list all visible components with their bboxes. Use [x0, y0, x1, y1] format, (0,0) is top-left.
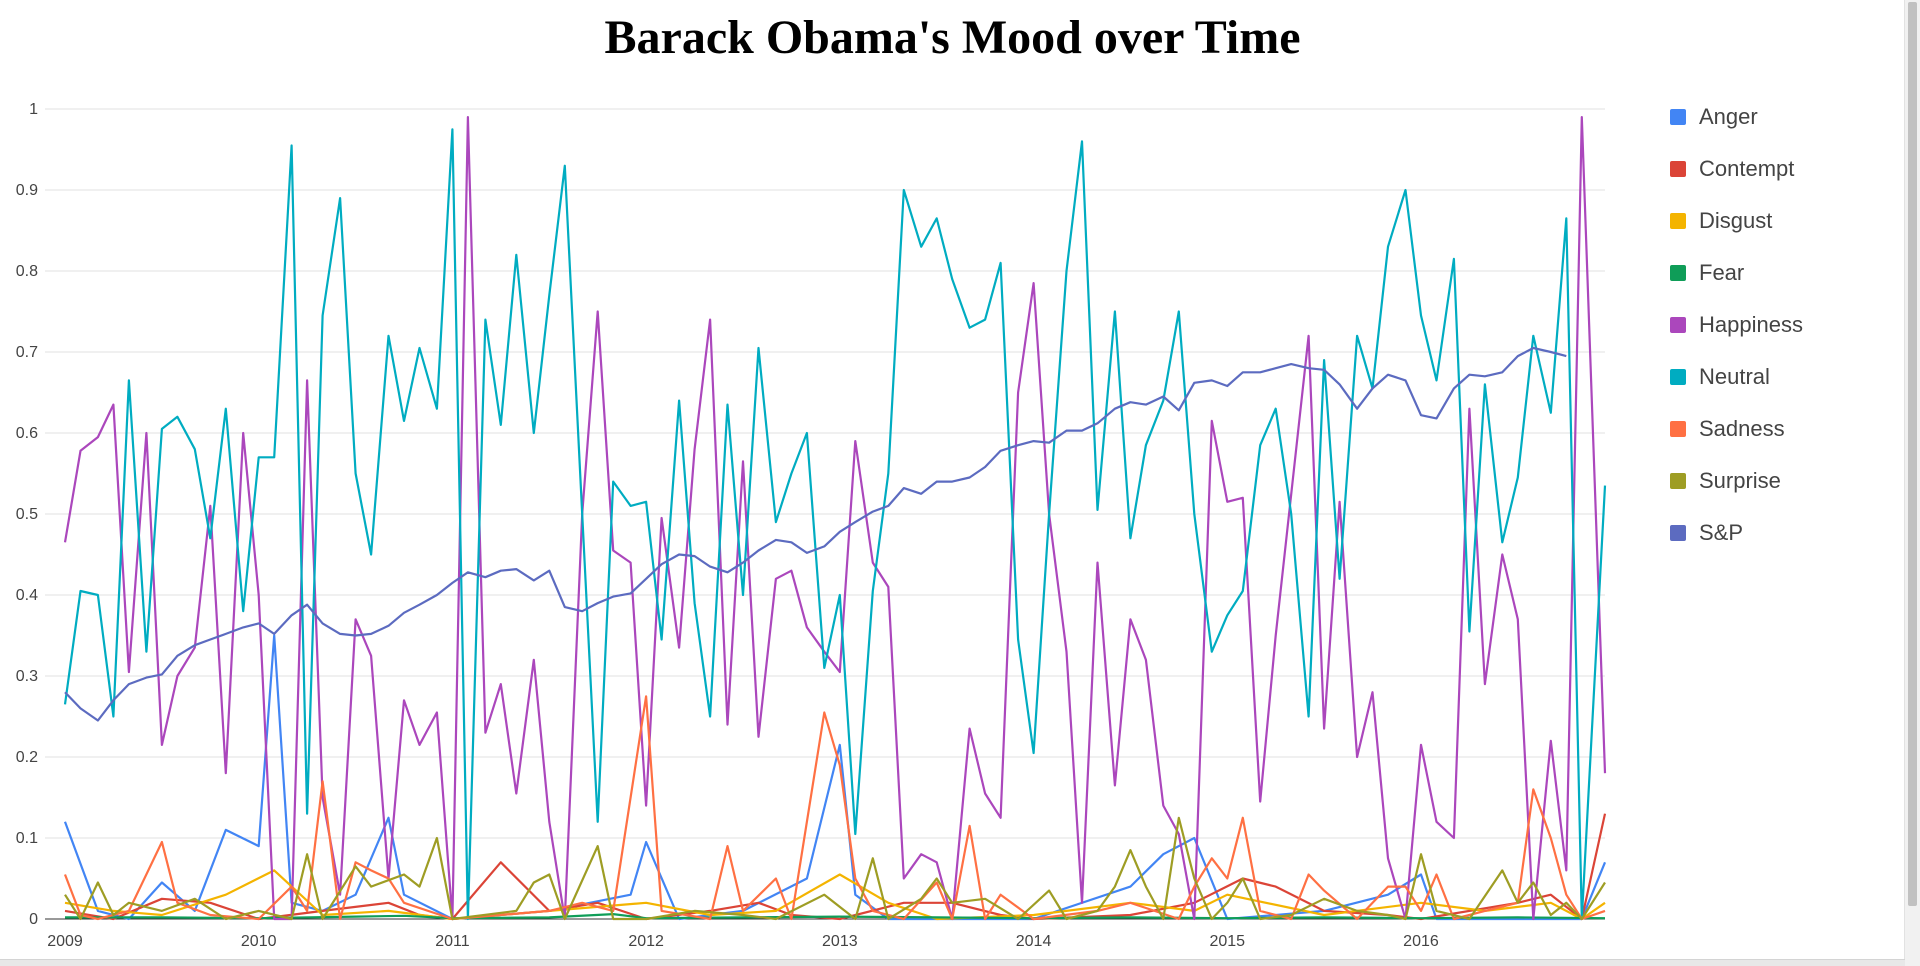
vertical-scrollbar[interactable]	[1904, 0, 1920, 966]
y-tick-label: 0.5	[16, 506, 38, 523]
series-line-surprise	[64, 816, 1606, 921]
y-tick-label: 0.3	[16, 668, 38, 685]
chart-title: Barack Obama's Mood over Time	[604, 11, 1301, 64]
y-tick-label: 0.1	[16, 830, 38, 847]
x-tick-label: 2015	[1209, 933, 1245, 950]
series-line-s-p	[64, 346, 1567, 722]
legend-swatch	[1670, 421, 1686, 437]
legend-swatch	[1670, 213, 1686, 229]
y-tick-label: 0.4	[16, 587, 38, 604]
legend-swatch	[1670, 317, 1686, 333]
series-line-happiness	[63, 115, 1607, 921]
x-tick-label: 2011	[435, 933, 470, 950]
legend-label: Fear	[1699, 260, 1744, 285]
y-tick-label: 0.9	[16, 182, 38, 199]
series-lines	[63, 115, 1607, 921]
legend-label: Surprise	[1699, 468, 1781, 493]
legend-item-surprise[interactable]: Surprise	[1670, 468, 1781, 493]
x-tick-label: 2012	[628, 933, 664, 950]
legend-item-fear[interactable]: Fear	[1670, 260, 1744, 285]
legend[interactable]: Anger Contempt Disgust Fear Happiness Neutral…	[1670, 104, 1803, 545]
y-tick-label: 0.6	[16, 425, 38, 442]
legend-label: Anger	[1699, 104, 1758, 129]
legend-item-contempt[interactable]: Contempt	[1670, 156, 1794, 181]
legend-label: S&P	[1699, 520, 1743, 545]
legend-label: Neutral	[1699, 364, 1770, 389]
legend-item-disgust[interactable]: Disgust	[1670, 208, 1772, 233]
series-line-disgust	[64, 869, 1606, 921]
legend-swatch	[1670, 161, 1686, 177]
series-line-neutral	[63, 128, 1607, 921]
legend-label: Sadness	[1699, 416, 1785, 441]
legend-label: Happiness	[1699, 312, 1803, 337]
legend-swatch	[1670, 473, 1686, 489]
legend-item-happiness[interactable]: Happiness	[1670, 312, 1803, 337]
horizontal-scrollbar[interactable]	[0, 959, 1905, 966]
legend-swatch	[1670, 109, 1686, 125]
y-tick-label: 0.7	[16, 344, 38, 361]
vertical-scrollbar-thumb[interactable]	[1908, 2, 1917, 906]
grid-lines	[45, 108, 1605, 920]
series-line-fear	[65, 912, 1606, 920]
axis-labels: 0 0.1 0.2 0.3 0.4 0.5 0.6 0.7 0.8 0.9 1 2009 2010 201…	[16, 101, 1439, 950]
legend-swatch	[1670, 525, 1686, 541]
legend-item-sadness[interactable]: Sadness	[1670, 416, 1785, 441]
y-tick-label: 0	[29, 911, 38, 928]
y-tick-label: 0.8	[16, 263, 38, 280]
legend-item-anger[interactable]: Anger	[1670, 104, 1758, 129]
x-tick-label: 2014	[1016, 933, 1052, 950]
x-tick-label: 2016	[1403, 933, 1439, 950]
legend-label: Contempt	[1699, 156, 1794, 181]
legend-item-neutral[interactable]: Neutral	[1670, 364, 1770, 389]
legend-swatch	[1670, 265, 1686, 281]
x-tick-label: 2010	[241, 933, 277, 950]
x-tick-label: 2009	[47, 933, 83, 950]
legend-item-s-p[interactable]: S&P	[1670, 520, 1743, 545]
x-tick-label: 2013	[822, 933, 858, 950]
y-tick-label: 1	[29, 101, 38, 118]
legend-label: Disgust	[1699, 208, 1772, 233]
y-tick-label: 0.2	[16, 749, 38, 766]
legend-swatch	[1670, 369, 1686, 385]
